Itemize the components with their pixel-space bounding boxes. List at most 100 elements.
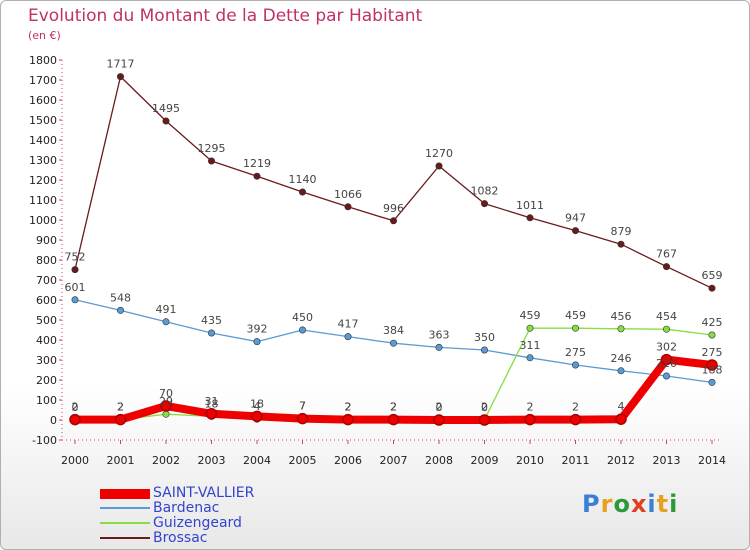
chart-title: Evolution du Montant de la Dette par Hab… xyxy=(28,6,423,26)
data-point-brossac xyxy=(162,117,170,125)
data-point-saint-vallier xyxy=(205,408,218,420)
data-label-bardenac: 392 xyxy=(247,323,268,336)
data-label-saint-vallier: 31 xyxy=(205,395,219,408)
legend-swatch xyxy=(100,537,150,539)
legend-swatch xyxy=(100,522,150,524)
proxiti-logo: Proxiti xyxy=(582,490,678,518)
x-tick-label: 2003 xyxy=(198,454,226,467)
logo-letter: o xyxy=(613,490,631,518)
data-label-guizengeard: 454 xyxy=(656,310,677,323)
x-tick-label: 2013 xyxy=(653,454,681,467)
y-tick-label: 100 xyxy=(36,394,57,407)
data-label-guizengeard: 2 xyxy=(117,401,124,414)
data-label-saint-vallier: 70 xyxy=(159,387,173,400)
data-label-bardenac: 311 xyxy=(520,339,541,352)
data-label-saint-vallier: 0 xyxy=(436,401,443,414)
y-tick-label: 1500 xyxy=(29,114,57,127)
data-label-saint-vallier: 275 xyxy=(702,346,723,359)
y-tick-label: 500 xyxy=(36,314,57,327)
data-labels: 752 1717 1495 1295 1219 1140 1066 996 1270 1082 10… xyxy=(65,58,723,414)
data-label-guizengeard: 2 xyxy=(436,401,443,414)
data-point-bardenac xyxy=(617,367,625,375)
data-point-bardenac xyxy=(208,329,216,337)
data-label-guizengeard: 459 xyxy=(520,309,541,322)
data-label-brossac: 947 xyxy=(565,212,586,225)
data-label-brossac: 1082 xyxy=(471,185,499,198)
data-label-bardenac: 220 xyxy=(656,357,677,370)
legend-swatch xyxy=(100,489,150,499)
axes: -100010020030040050060070080090010001100… xyxy=(29,54,726,467)
data-point-brossac xyxy=(435,162,443,170)
y-tick-label: 300 xyxy=(36,354,57,367)
y-tick-label: 1400 xyxy=(29,134,57,147)
data-label-saint-vallier: 4 xyxy=(618,400,625,413)
data-label-bardenac: 548 xyxy=(110,291,131,304)
data-label-saint-vallier: 18 xyxy=(250,397,264,410)
data-label-guizengeard: 425 xyxy=(702,316,723,329)
data-label-saint-vallier: 0 xyxy=(481,401,488,414)
data-point-bardenac xyxy=(253,338,261,346)
x-tick-label: 2012 xyxy=(607,454,635,467)
data-label-brossac: 1270 xyxy=(425,147,453,160)
x-tick-label: 2007 xyxy=(380,454,408,467)
data-label-brossac: 1140 xyxy=(289,173,317,186)
data-point-saint-vallier xyxy=(251,410,263,423)
data-point-bardenac xyxy=(162,318,170,326)
data-label-bardenac: 275 xyxy=(565,346,586,359)
data-point-saint-vallier xyxy=(114,413,127,426)
data-label-brossac: 1717 xyxy=(107,58,135,71)
data-point-guizengeard xyxy=(526,324,534,332)
x-tick-label: 2014 xyxy=(698,454,726,467)
y-tick-label: 1100 xyxy=(29,194,57,207)
data-label-bardenac: 417 xyxy=(338,318,359,331)
data-point-bardenac xyxy=(344,333,352,341)
y-tick-label: 800 xyxy=(36,254,57,267)
y-tick-label: 1000 xyxy=(29,214,57,227)
data-point-brossac xyxy=(571,227,579,235)
y-tick-label: 1200 xyxy=(29,174,57,187)
data-point-saint-vallier xyxy=(706,359,718,371)
y-tick-label: 1800 xyxy=(29,54,57,67)
data-label-guizengeard: 2 xyxy=(390,401,397,414)
logo-letter: i xyxy=(647,490,657,518)
data-point-bardenac xyxy=(662,372,670,380)
legend-label: Bardenac xyxy=(153,500,220,516)
data-label-bardenac: 491 xyxy=(156,303,177,316)
y-tick-label: 600 xyxy=(36,294,57,307)
data-point-brossac xyxy=(253,172,261,180)
data-point-saint-vallier xyxy=(160,400,172,412)
data-point-brossac xyxy=(208,157,216,165)
data-point-saint-vallier xyxy=(615,413,627,425)
data-label-bardenac: 384 xyxy=(383,324,404,337)
x-tick-label: 2002 xyxy=(152,454,180,467)
data-point-bardenac xyxy=(480,346,488,354)
logo-letter: P xyxy=(582,490,601,518)
data-point-saint-vallier xyxy=(342,413,354,426)
data-label-bardenac: 350 xyxy=(474,331,495,344)
data-point-saint-vallier xyxy=(478,414,491,426)
data-label-saint-vallier: 2 xyxy=(390,401,397,414)
logo-letter: x xyxy=(630,490,648,518)
x-tick-label: 2005 xyxy=(289,454,317,467)
data-point-bardenac xyxy=(71,296,79,304)
data-point-brossac xyxy=(117,73,125,81)
data-point-brossac xyxy=(344,203,352,211)
y-tick-label: 200 xyxy=(36,374,57,387)
y-tick-label: 1600 xyxy=(29,94,57,107)
data-point-bardenac xyxy=(298,326,306,334)
data-label-guizengeard: 29 xyxy=(159,395,173,408)
data-point-guizengeard xyxy=(571,324,579,332)
legend-swatch xyxy=(100,507,150,509)
data-point-saint-vallier xyxy=(69,413,81,426)
y-tick-label: 1300 xyxy=(29,154,57,167)
data-point-guizengeard xyxy=(662,325,670,333)
data-point-guizengeard xyxy=(162,410,170,418)
data-label-brossac: 879 xyxy=(611,225,632,238)
x-tick-label: 2004 xyxy=(243,454,271,467)
data-point-brossac xyxy=(71,266,79,274)
data-label-bardenac: 363 xyxy=(429,328,450,341)
y-tick-label: 900 xyxy=(36,234,57,247)
data-point-saint-vallier xyxy=(387,413,400,426)
x-tick-label: 2001 xyxy=(107,454,135,467)
data-label-brossac: 1219 xyxy=(243,157,271,170)
